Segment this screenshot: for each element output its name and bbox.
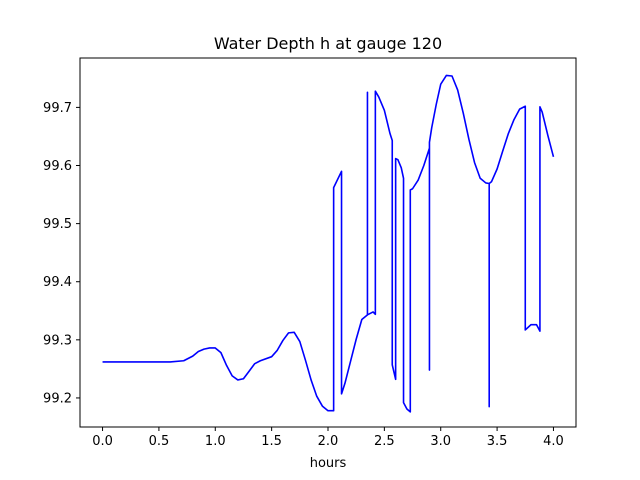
x-tick-label: 1.5 [261, 434, 282, 449]
y-tick-label: 99.4 [43, 275, 72, 290]
x-tick-label: 0.0 [92, 434, 113, 449]
y-axis: 99.2 99.3 99.4 99.5 99.6 99.7 [43, 101, 80, 406]
x-tick-label: 0.5 [149, 434, 170, 449]
x-tick-label: 1.0 [205, 434, 226, 449]
x-tick-label: 3.0 [430, 434, 451, 449]
x-tick-label: 2.5 [374, 434, 395, 449]
y-tick-label: 99.2 [43, 391, 72, 406]
x-tick-label: 4.0 [543, 434, 564, 449]
y-tick-label: 99.7 [43, 101, 72, 116]
y-tick-label: 99.6 [43, 159, 72, 174]
x-tick-label: 3.5 [487, 434, 508, 449]
x-axis-label: hours [310, 456, 347, 471]
x-axis: 0.0 0.5 1.0 1.5 2.0 2.5 3.0 3.5 4.0 [92, 427, 564, 449]
plot-frame [79, 57, 577, 428]
y-tick-label: 99.5 [43, 217, 72, 232]
chart-title: Water Depth h at gauge 120 [214, 34, 442, 53]
y-tick-label: 99.3 [43, 333, 72, 348]
series-layer [102, 74, 555, 413]
series-line [102, 74, 555, 413]
x-tick-label: 2.0 [318, 434, 339, 449]
